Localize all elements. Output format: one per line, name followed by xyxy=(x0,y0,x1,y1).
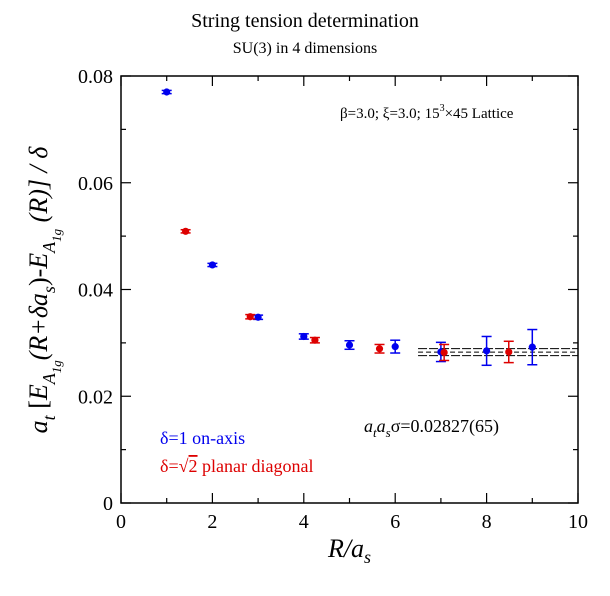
tension-s2: s xyxy=(386,425,391,440)
series-1 xyxy=(180,227,514,364)
x-tick-label: 0 xyxy=(116,511,126,533)
y-axis-label-part: 1g xyxy=(49,360,64,374)
series-0 xyxy=(161,88,538,367)
legend-entry-on-axis: δ=1 on-axis xyxy=(160,428,245,448)
lattice-annotation: β=3.0; ξ=3.0; 153×45 Lattice xyxy=(340,103,514,122)
tension-annotation: atasσ=0.02827(65) xyxy=(364,416,499,440)
y-axis-label: at [EA1g(R+δas)-EA1g (R)] / δ xyxy=(24,146,64,434)
data-point xyxy=(208,261,216,269)
data-point xyxy=(528,343,536,351)
y-axis-label-part: E xyxy=(24,253,53,270)
y-axis-label-part: 1g xyxy=(49,228,64,242)
tension-a2: a xyxy=(377,416,386,436)
legend-diagonal-suffix: planar diagonal xyxy=(198,456,314,476)
x-tick-label: 6 xyxy=(390,511,400,533)
y-tick-label: 0 xyxy=(103,493,113,515)
y-axis-label-part: A xyxy=(39,241,59,254)
lattice-size-base: 15 xyxy=(425,106,440,122)
y-tick-label: 0.06 xyxy=(78,173,113,195)
legend-sqrt-sign: √ xyxy=(179,456,189,476)
lattice-size-exp: 3 xyxy=(440,103,445,114)
tension-s1: t xyxy=(373,425,377,440)
legend-sqrt-radicand: 2 xyxy=(189,456,198,476)
data-point xyxy=(300,332,308,341)
chart-title: String tension determination xyxy=(191,10,419,32)
tension-value: σ=0.02827(65) xyxy=(391,416,499,437)
data-point xyxy=(163,88,171,96)
lattice-xi: ξ=3.0; xyxy=(383,106,425,122)
y-axis-label-part: A xyxy=(39,372,59,385)
data-point xyxy=(246,313,254,321)
x-axis-label-main: R/a xyxy=(327,534,364,563)
lattice-beta: β=3.0; xyxy=(340,106,383,122)
y-axis-label-part: E xyxy=(24,384,53,401)
y-axis-label-part: (R)] / δ xyxy=(24,146,53,229)
x-tick-label: 4 xyxy=(299,511,309,533)
data-point xyxy=(483,347,491,355)
data-point xyxy=(345,341,354,349)
chart-subtitle: SU(3) in 4 dimensions xyxy=(232,40,378,57)
legend-entry-diagonal: δ=√2 planar diagonal xyxy=(160,456,314,476)
y-axis-label-part: t xyxy=(39,414,59,420)
data-point xyxy=(375,345,384,353)
data-point xyxy=(254,313,262,321)
legend-diagonal-prefix: δ= xyxy=(160,456,179,476)
x-tick-label: 2 xyxy=(207,511,217,533)
x-tick-label: 10 xyxy=(568,511,588,533)
tension-a1: a xyxy=(364,416,373,436)
y-tick-label: 0.04 xyxy=(78,280,113,302)
data-point xyxy=(440,348,448,357)
y-axis-label-part: s xyxy=(39,286,59,293)
data-point xyxy=(505,348,513,356)
x-tick-label: 8 xyxy=(482,511,492,533)
x-axis-label: R/as xyxy=(327,534,371,567)
y-tick-label: 0.02 xyxy=(78,386,113,408)
y-axis-label-part: (R+δa xyxy=(24,293,53,360)
lattice-size-rest: ×45 Lattice xyxy=(445,106,514,122)
data-point xyxy=(311,336,319,344)
y-tick-label: 0.08 xyxy=(78,66,113,88)
y-axis-label-part: a xyxy=(24,420,53,433)
y-axis-label-part: )- xyxy=(24,269,53,286)
data-point xyxy=(182,227,190,235)
y-axis-label-part: [ xyxy=(24,400,53,415)
data-point xyxy=(391,343,399,351)
x-axis-label-sub: s xyxy=(364,547,371,567)
